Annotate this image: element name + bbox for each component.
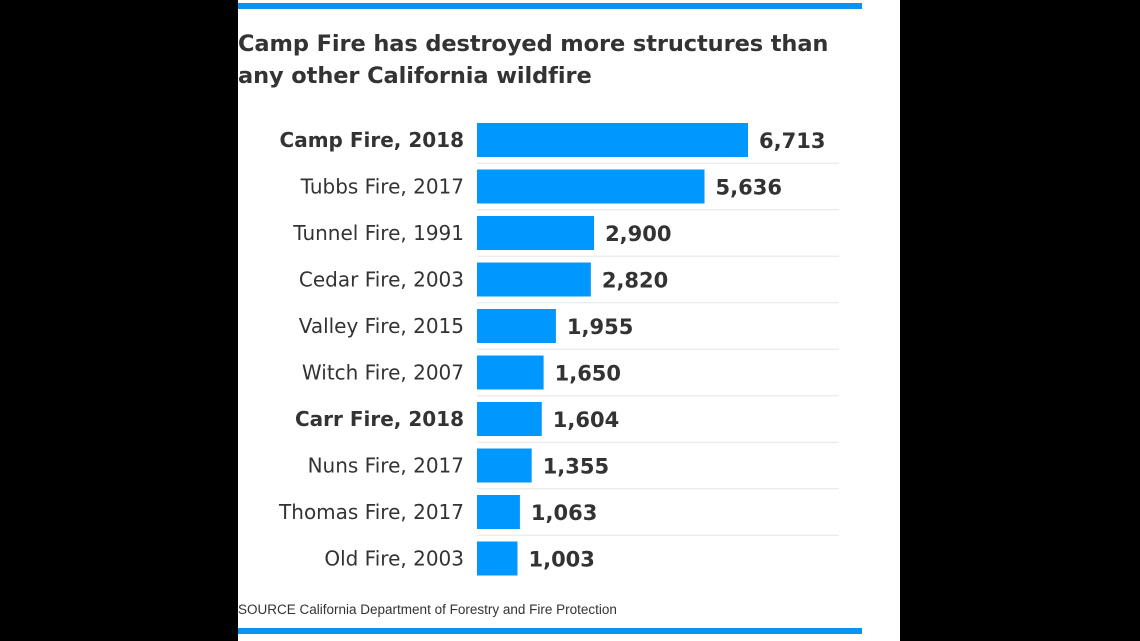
value-label-camp-fire-2018: 6,713	[759, 129, 825, 153]
bar-camp-fire-2018	[477, 123, 748, 157]
value-label-thomas-fire-2017: 1,063	[531, 501, 597, 525]
source-note: SOURCE California Department of Forestry…	[238, 602, 617, 617]
chart-title: Camp Fire has destroyed more structures …	[238, 31, 829, 89]
category-label-cedar-fire-2003: Cedar Fire, 2003	[299, 268, 464, 292]
bar-chart: Camp Fire, 2018 6,713 Tubbs Fire, 2017 5,63…	[278, 123, 839, 576]
bar-tunnel-fire-1991	[477, 216, 595, 250]
category-label-old-fire-2003: Old Fire, 2003	[324, 547, 464, 571]
bar-tubbs-fire-2017	[477, 169, 705, 204]
bar-nuns-fire-2017	[477, 448, 532, 483]
category-label-carr-fire-2018: Carr Fire, 2018	[295, 407, 464, 431]
top-rule	[238, 3, 862, 9]
value-label-carr-fire-2018: 1,604	[553, 408, 619, 432]
value-label-tubbs-fire-2017: 5,636	[716, 176, 782, 200]
bar-witch-fire-2007	[477, 355, 544, 390]
chart-panel: Camp Fire has destroyed more structures …	[238, 0, 900, 641]
bar-carr-fire-2018	[477, 402, 542, 436]
category-label-witch-fire-2007: Witch Fire, 2007	[302, 361, 464, 385]
value-label-cedar-fire-2003: 2,820	[602, 269, 668, 293]
value-label-witch-fire-2007: 1,650	[555, 362, 621, 386]
category-label-nuns-fire-2017: Nuns Fire, 2017	[308, 454, 464, 478]
bar-cedar-fire-2003	[477, 262, 591, 297]
category-label-thomas-fire-2017: Thomas Fire, 2017	[278, 500, 464, 524]
category-label-tubbs-fire-2017: Tubbs Fire, 2017	[300, 175, 464, 199]
bar-old-fire-2003	[477, 541, 518, 576]
value-label-valley-fire-2015: 1,955	[567, 315, 633, 339]
value-label-nuns-fire-2017: 1,355	[543, 455, 609, 479]
bar-valley-fire-2015	[477, 309, 556, 343]
value-label-tunnel-fire-1991: 2,900	[605, 222, 671, 246]
bar-thomas-fire-2017	[477, 495, 520, 529]
bottom-rule	[238, 628, 862, 634]
value-label-old-fire-2003: 1,003	[528, 548, 594, 572]
category-label-valley-fire-2015: Valley Fire, 2015	[299, 314, 464, 338]
category-label-tunnel-fire-1991: Tunnel Fire, 1991	[292, 221, 464, 245]
category-label-camp-fire-2018: Camp Fire, 2018	[280, 128, 464, 152]
